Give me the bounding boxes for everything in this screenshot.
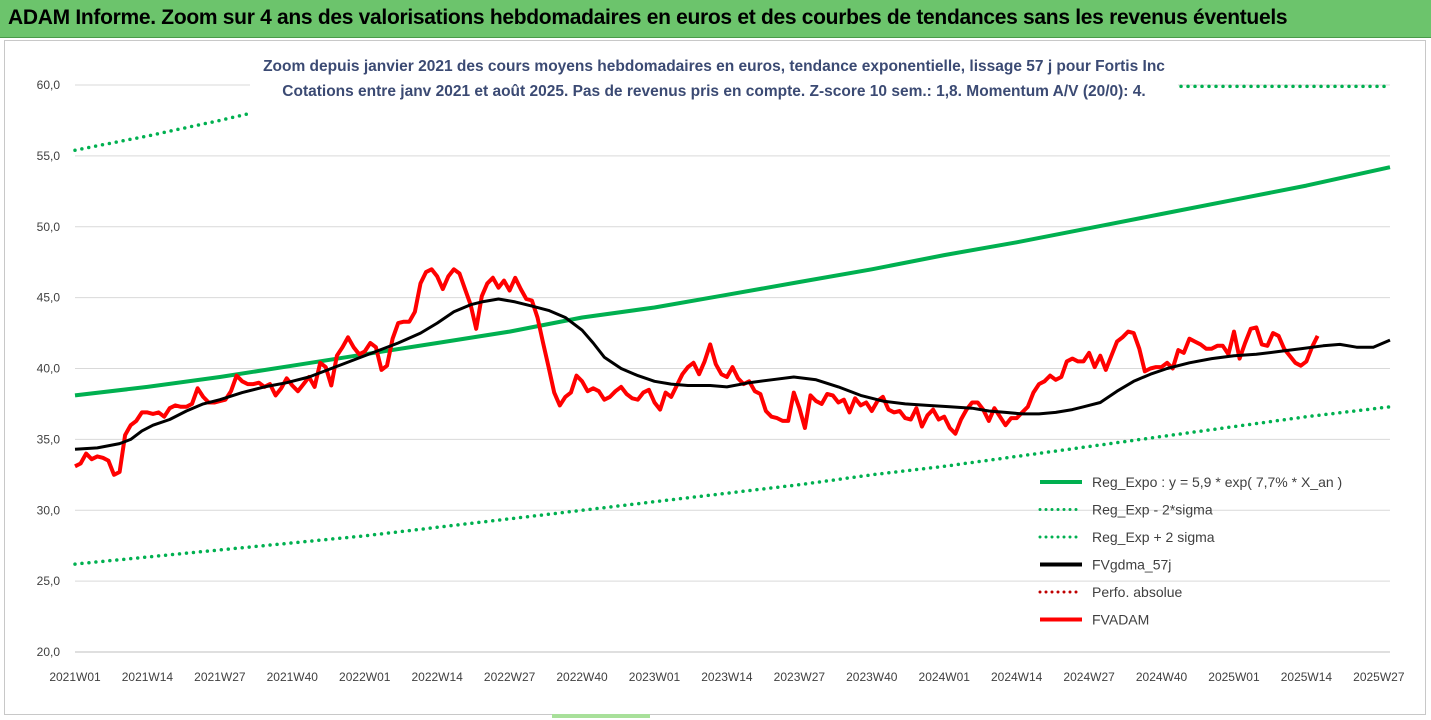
series-line-reg-expo-y-5-9-exp-7-7-x-an [74, 165, 1391, 398]
y-axis: 20,0 25,0 30,0 35,0 40,0 45,0 50,0 55,0 60,0 [37, 78, 61, 659]
x-tick-label: 2025W01 [1208, 670, 1260, 684]
x-tick-label: 2021W14 [122, 670, 174, 684]
x-tick-label: 2023W27 [774, 670, 826, 684]
y-tick-label: 35,0 [37, 432, 61, 446]
y-tick-label: 25,0 [37, 574, 61, 588]
x-tick-label: 2024W14 [991, 670, 1043, 684]
series-line-reg-exp-2-sigma [73, 405, 1392, 566]
x-tick-label: 2024W27 [1063, 670, 1115, 684]
report-header: ADAM Informe. Zoom sur 4 ans des valoris… [0, 0, 1431, 38]
legend-label: Reg_Expo : y = 5,9 * exp( 7,7% * X_an ) [1092, 474, 1342, 490]
y-tick-label: 40,0 [37, 362, 61, 376]
series-line-fvadam [74, 267, 1320, 477]
series-line-fvgdma-57j [74, 297, 1391, 451]
chart-series [73, 84, 1392, 566]
x-tick-label: 2025W27 [1353, 670, 1405, 684]
legend-label: FVgdma_57j [1092, 557, 1171, 573]
x-tick-label: 2024W40 [1136, 670, 1188, 684]
legend-label: FVADAM [1092, 612, 1149, 628]
legend-label: Reg_Exp - 2*sigma [1092, 502, 1213, 518]
x-tick-label: 2021W40 [267, 670, 319, 684]
legend-label: Perfo. absolue [1092, 584, 1182, 600]
report-title: ADAM Informe. Zoom sur 4 ans des valoris… [8, 6, 1288, 29]
x-tick-label: 2021W27 [194, 670, 246, 684]
x-tick-label: 2022W14 [411, 670, 463, 684]
x-tick-label: 2022W40 [556, 670, 608, 684]
x-tick-label: 2024W01 [919, 670, 971, 684]
chart-title-box: Zoom depuis janvier 2021 des cours moyen… [250, 54, 1178, 116]
chart-subtitle: Cotations entre janv 2021 et août 2025. … [282, 83, 1146, 100]
y-tick-label: 55,0 [37, 149, 61, 163]
x-tick-label: 2022W27 [484, 670, 536, 684]
x-tick-label: 2023W01 [629, 670, 681, 684]
y-tick-label: 30,0 [37, 503, 61, 517]
y-tick-label: 45,0 [37, 291, 61, 305]
y-tick-label: 60,0 [37, 78, 61, 92]
legend-label: Reg_Exp + 2 sigma [1092, 529, 1215, 545]
y-tick-label: 50,0 [37, 220, 61, 234]
chart-legend: Reg_Expo : y = 5,9 * exp( 7,7% * X_an ) R… [1038, 474, 1342, 628]
x-tick-label: 2025W14 [1281, 670, 1333, 684]
x-tick-label: 2023W40 [846, 670, 898, 684]
scroll-indicator [552, 714, 650, 718]
x-axis: 2021W01 2021W14 2021W27 2021W40 2022W01 2022W… [49, 651, 1405, 684]
chart-title: Zoom depuis janvier 2021 des cours moyen… [263, 58, 1165, 75]
x-tick-label: 2023W14 [701, 670, 753, 684]
y-tick-label: 20,0 [37, 645, 61, 659]
x-tick-label: 2022W01 [339, 670, 391, 684]
x-tick-label: 2021W01 [49, 670, 101, 684]
chart-frame [4, 40, 1426, 715]
